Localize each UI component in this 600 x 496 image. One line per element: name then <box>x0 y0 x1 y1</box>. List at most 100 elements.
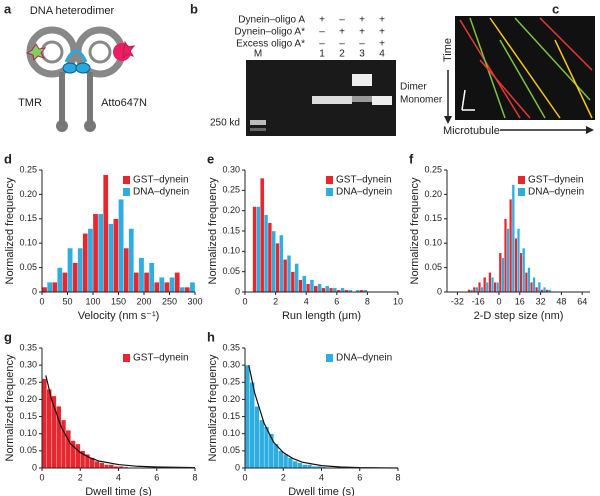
y-tick-label: 0.20 <box>222 394 240 404</box>
bar <box>103 174 109 293</box>
x-tick-label: 32 <box>536 296 546 306</box>
x-tick-label: 2 <box>78 472 83 482</box>
bar <box>283 454 289 469</box>
bar <box>478 282 481 293</box>
panel-letter: c <box>552 1 559 16</box>
x-tick-label: 0 <box>242 472 247 482</box>
x-tick-label: 10 <box>393 296 403 306</box>
bar <box>302 275 307 293</box>
bar <box>307 464 313 469</box>
y-tick-label: 0 <box>32 462 37 472</box>
x-tick-label: 0 <box>39 472 44 482</box>
bar <box>256 206 261 293</box>
bar <box>62 272 68 293</box>
bar <box>287 457 293 469</box>
panel-title: DNA heterodimer <box>30 5 115 17</box>
y-tick-label: 0.35 <box>19 342 37 352</box>
y-tick-label: 0.15 <box>222 411 240 421</box>
bar <box>184 286 191 293</box>
bar <box>104 464 110 469</box>
legend-label: DNA–dynein <box>528 187 584 198</box>
x-axis-label: 2-D step size (nm) <box>474 310 564 322</box>
y-tick-label: 0.05 <box>19 445 37 455</box>
x-tick-label: 8 <box>395 472 400 482</box>
panel-letter: d <box>4 151 12 166</box>
bar <box>254 406 260 469</box>
x-tick-label: 50 <box>62 296 72 306</box>
x-tick-label: 48 <box>556 296 566 306</box>
lane-mark: – <box>359 39 365 50</box>
row-label: Dynein–oligo A* <box>234 27 305 38</box>
x-tick-label: -32 <box>451 296 464 306</box>
bar <box>480 286 484 293</box>
legend-swatch <box>518 176 525 184</box>
bar <box>179 286 185 293</box>
bar <box>298 279 303 293</box>
bar <box>340 287 345 293</box>
bar <box>259 419 265 469</box>
row-label: Excess oligo A* <box>236 39 305 50</box>
x-tick-label: 4 <box>116 472 121 482</box>
legend-label: GST–dynein <box>336 175 392 186</box>
bar <box>527 267 531 293</box>
y-tick-label: 0.35 <box>222 342 240 352</box>
y-tick-label: 0.05 <box>222 266 240 276</box>
bar <box>535 286 539 293</box>
bar <box>169 277 175 293</box>
lane-mark: + <box>379 27 385 38</box>
bar <box>485 282 489 293</box>
y-tick-label: 0.15 <box>424 213 442 223</box>
bar <box>297 462 303 469</box>
x-tick-label: 200 <box>136 296 151 306</box>
bar <box>108 223 114 293</box>
bar <box>263 214 269 293</box>
x-tick-label: 0 <box>496 296 501 306</box>
lane-mark: + <box>379 15 385 26</box>
x-tick-label: 4 <box>319 472 324 482</box>
x-tick-label: 150 <box>111 296 126 306</box>
fit-curve <box>248 365 399 469</box>
bar <box>498 252 502 293</box>
x-tick-label: -16 <box>472 296 485 306</box>
bar <box>511 184 515 293</box>
bar <box>509 199 513 293</box>
bar <box>92 213 99 293</box>
bar <box>483 277 487 293</box>
marker-label: 250 kd <box>210 118 240 129</box>
bar <box>57 267 63 293</box>
legend-swatch <box>326 354 333 362</box>
legend-swatch <box>326 176 333 184</box>
x-axis-label: Run length (μm) <box>282 310 361 322</box>
panel-letter: a <box>4 1 12 16</box>
legend-swatch <box>123 176 130 184</box>
fit-curve <box>45 375 196 469</box>
x-tick-label: 250 <box>162 296 177 306</box>
x-tick-label: 6 <box>357 472 362 482</box>
axis-label: Microtubule <box>443 125 500 137</box>
lane-label: 1 <box>319 49 325 60</box>
bar <box>41 286 48 293</box>
legend-label: DNA–dynein <box>336 353 392 364</box>
bar <box>143 272 150 293</box>
bar <box>321 287 326 293</box>
dye-label: Atto647N <box>101 97 147 109</box>
x-tick-label: 64 <box>577 296 587 306</box>
legend-swatch <box>123 188 130 196</box>
x-tick-label: 8 <box>192 472 197 482</box>
bar <box>275 243 280 293</box>
bar <box>279 234 284 293</box>
legend-label: DNA–dynein <box>133 187 189 198</box>
bar <box>77 247 83 293</box>
lane-mark: – <box>339 15 345 26</box>
dynein-diagram <box>25 26 136 132</box>
bar <box>501 257 505 293</box>
x-tick-label: 300 <box>187 296 202 306</box>
y-axis-label: Normalized frequency <box>207 354 219 461</box>
x-tick-label: 6 <box>154 472 159 482</box>
y-tick-label: 0.20 <box>19 394 37 404</box>
bar <box>164 282 170 293</box>
bar <box>278 450 284 469</box>
y-tick-label: 0.15 <box>19 411 37 421</box>
y-axis-label: Normalized frequency <box>207 177 219 284</box>
gel <box>246 60 396 136</box>
